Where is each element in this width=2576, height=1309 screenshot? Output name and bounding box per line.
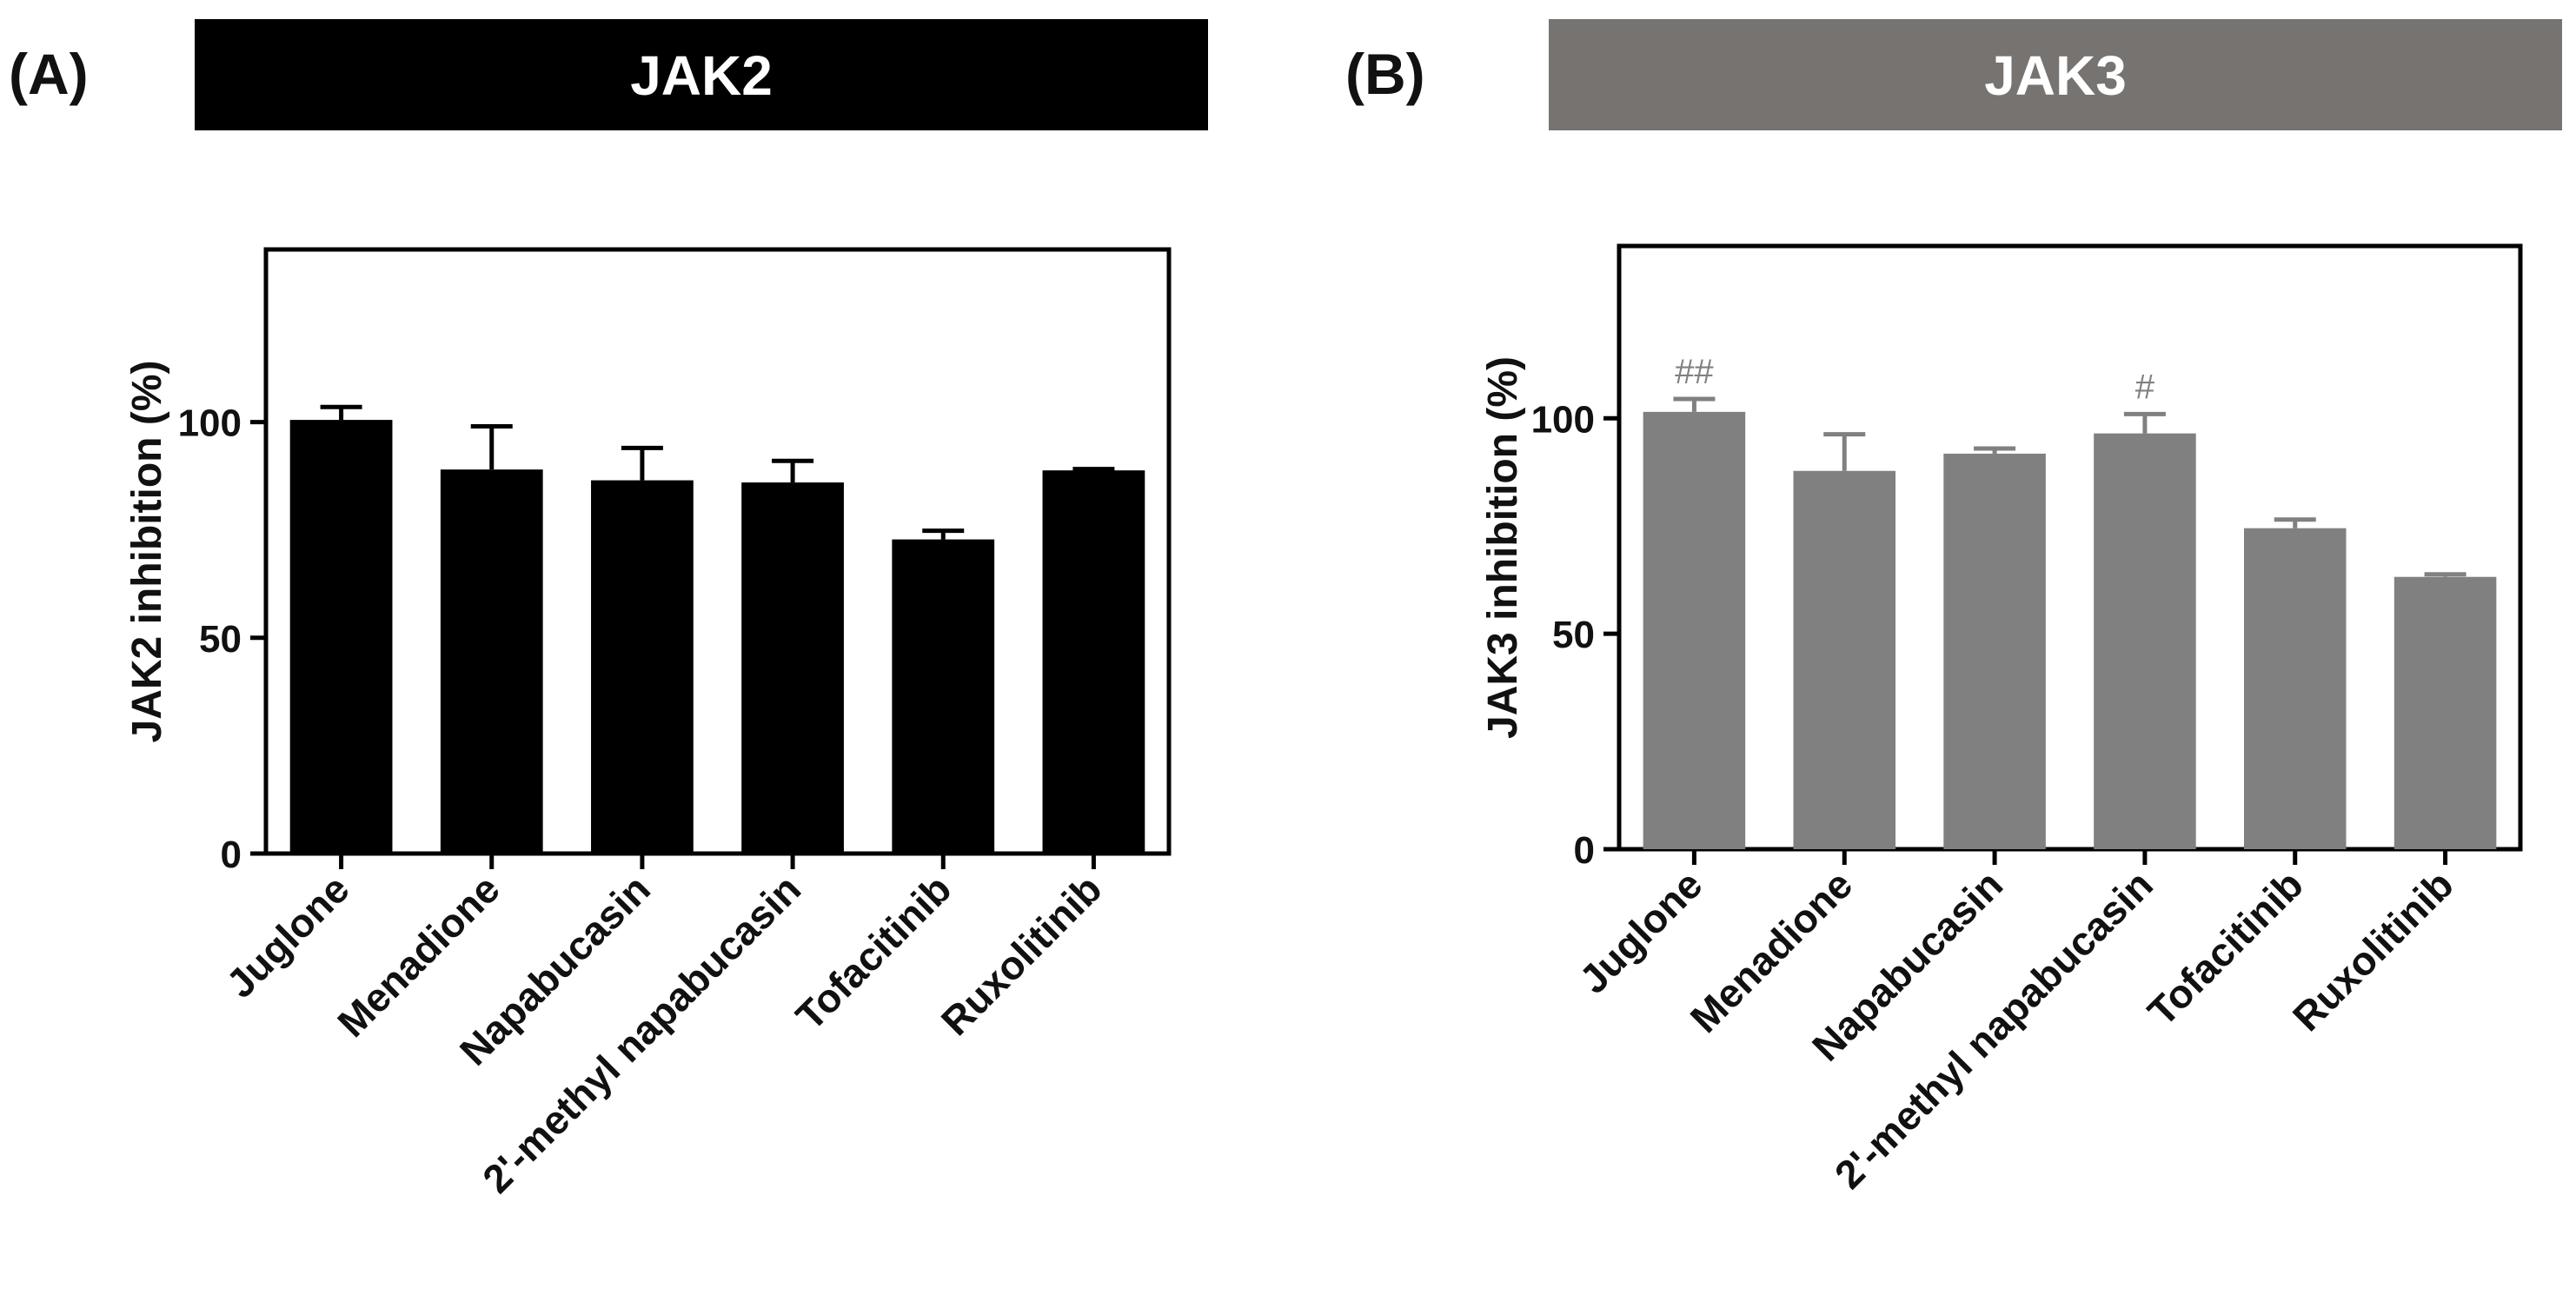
jak3-bar-3 [2094,433,2196,849]
jak2-category-label-5: Ruxolitinib [933,866,1111,1044]
jak3-significance-mark-3: # [2135,368,2155,406]
jak2-bar-2 [591,480,694,854]
jak3-y-tick-label: 0 [1574,829,1595,872]
jak3-bar-2 [1943,453,2046,849]
jak3-y-tick-label: 50 [1552,614,1595,656]
jak3-bar-5 [2393,576,2497,849]
jak3-bar-4 [2243,528,2347,849]
jak3-significance-mark-0: ## [1675,353,1714,391]
panel-b-bar-chart: JAK3 inhibition (%)050100Juglone##Menadi… [1480,243,2523,1197]
jak2-bar-4 [892,539,995,854]
jak3-y-axis-label: JAK3 inhibition (%) [1480,356,1526,739]
jak2-bar-5 [1042,470,1145,854]
panel-a-title: JAK2 [630,44,773,107]
jak2-bar-0 [289,420,393,854]
jak3-plot-frame [1617,243,2523,852]
jak2-bar-3 [741,482,844,854]
jak2-y-tick-label: 100 [178,402,242,445]
jak3-bar-1 [1793,470,1896,849]
jak2-y-tick-label: 50 [199,618,242,661]
jak2-bar-1 [440,469,543,854]
panel-a-title-banner [195,19,1208,130]
jak2-category-label-0: Juglone [217,866,357,1006]
panel-a-letter: (A) [9,42,89,106]
jak2-y-tick-label: 0 [221,834,242,876]
jak2-plot-frame [263,247,1172,856]
jak2-category-label-3: 2'-methyl napabucasin [474,866,809,1201]
jak3-category-label-0: Juglone [1570,861,1710,1001]
jak2-y-axis-label: JAK2 inhibition (%) [124,361,170,743]
jak3-y-tick-label: 100 [1531,398,1595,441]
panel-b-title-banner [1549,19,2562,130]
jak3-category-label-3: 2'-methyl napabucasin [1826,861,2161,1197]
jak3-bar-0 [1643,411,1746,849]
jak3-category-label-5: Ruxolitinib [2284,861,2462,1040]
panel-a-bar-chart: JAK2 inhibition (%)050100JugloneMenadion… [124,247,1172,1201]
panel-b-letter: (B) [1345,42,1425,106]
panel-b-title: JAK3 [1984,44,2127,107]
